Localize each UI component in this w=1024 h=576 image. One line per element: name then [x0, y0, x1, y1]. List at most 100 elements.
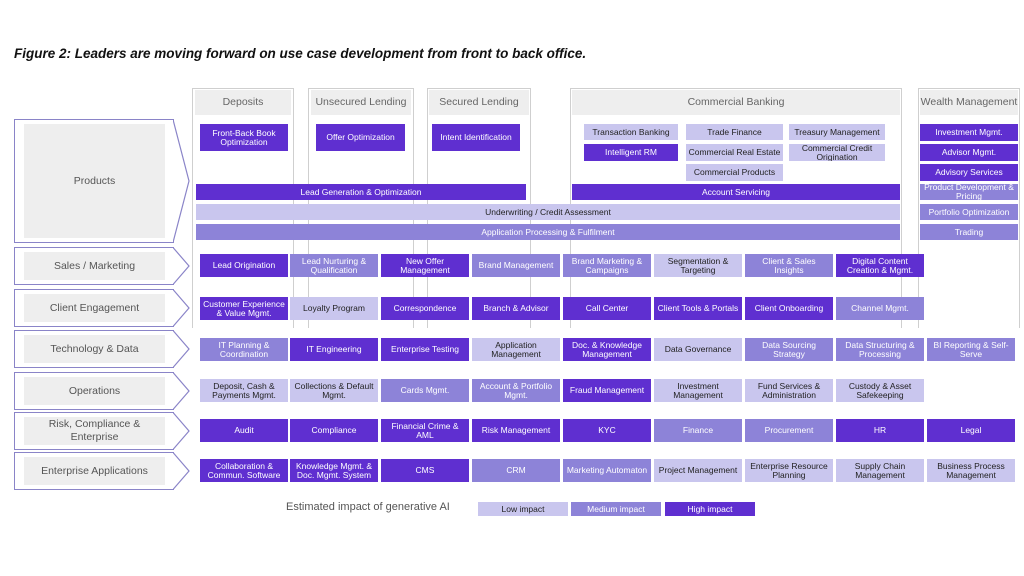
column-header-label: Secured Lending	[439, 96, 519, 109]
legend-item-label: Medium impact	[587, 503, 645, 514]
use-case-data-governance: Data Governance	[654, 338, 742, 361]
use-case-label: Digital Content Creation & Mgmt.	[846, 255, 914, 275]
row-arrow-products	[173, 119, 191, 243]
use-case-business-process-management: Business Process Management	[927, 459, 1015, 482]
row-label-products: Products	[24, 124, 165, 238]
row-arrow-ops	[173, 372, 191, 410]
use-case-label: Treasury Management	[794, 126, 880, 137]
legend-high-impact: High impact	[665, 502, 755, 516]
use-case-kyc: KYC	[563, 419, 651, 442]
use-case-label: Loyalty Program	[303, 303, 365, 314]
use-case-advisor-mgmt: Advisor Mgmt.	[920, 144, 1018, 161]
use-case-account-portfolio-mgmt: Account & Portfolio Mgmt.	[472, 379, 560, 402]
chevron-right-icon	[173, 412, 190, 450]
use-case-treasury-management: Treasury Management	[789, 124, 885, 140]
use-case-financial-crime-aml: Financial Crime & AML	[381, 419, 469, 442]
row-label-ops: Operations	[24, 377, 165, 405]
use-case-compliance: Compliance	[290, 419, 378, 442]
use-case-label: Call Center	[585, 303, 629, 314]
use-case-enterprise-resource-planning: Enterprise Resource Planning	[745, 459, 833, 482]
use-case-commercial-products: Commercial Products	[686, 164, 783, 181]
column-header-commercial: Commercial Banking	[572, 90, 900, 115]
use-case-lead-nurturing-qualification: Lead Nurturing & Qualification	[290, 254, 378, 277]
use-case-label: Intent Identification	[440, 132, 512, 143]
use-case-enterprise-testing: Enterprise Testing	[381, 338, 469, 361]
use-case-brand-marketing-campaigns: Brand Marketing & Campaigns	[563, 254, 651, 277]
use-case-label: Marketing Automaton	[566, 465, 648, 476]
use-case-intelligent-rm: Intelligent RM	[584, 144, 678, 161]
use-case-channel-mgmt: Channel Mgmt.	[836, 297, 924, 320]
column-header-deposits: Deposits	[195, 90, 291, 115]
use-case-label: Risk Management	[481, 425, 551, 436]
use-case-label: Commercial Real Estate	[688, 147, 781, 158]
use-case-label: Brand Management	[478, 260, 554, 271]
use-case-cms: CMS	[381, 459, 469, 482]
use-case-label: Finance	[682, 425, 714, 436]
legend-medium-impact: Medium impact	[571, 502, 661, 516]
use-case-label: Application Management	[491, 339, 541, 359]
use-case-label: Fraud Management	[569, 385, 645, 396]
page-title: Figure 2: Leaders are moving forward on …	[14, 46, 587, 61]
use-case-collaboration-commun-software: Collaboration & Commun. Software	[200, 459, 288, 482]
row-arrow-sales	[173, 247, 191, 285]
use-case-label: Advisory Services	[935, 167, 1003, 178]
use-case-application-management: Application Management	[472, 338, 560, 361]
use-case-label: Knowledge Mgmt. & Doc. Mgmt. System	[295, 460, 373, 480]
use-case-front-back-book-optimization: Front-Back Book Optimization	[200, 124, 288, 151]
use-case-label: Commercial Products	[693, 167, 776, 178]
use-case-label: Procurement	[764, 425, 814, 436]
use-case-lead-generation-optimization: Lead Generation & Optimization	[196, 184, 526, 200]
use-case-supply-chain-management: Supply Chain Management	[836, 459, 924, 482]
chevron-right-icon	[173, 330, 190, 368]
use-case-collections-default-mgmt: Collections & Default Mgmt.	[290, 379, 378, 402]
chevron-right-icon	[173, 452, 190, 490]
legend-item-label: High impact	[687, 503, 733, 514]
use-case-lead-origination: Lead Origination	[200, 254, 288, 277]
use-case-call-center: Call Center	[563, 297, 651, 320]
row-label-text: Client Engagement	[49, 301, 140, 314]
use-case-new-offer-management: New Offer Management	[381, 254, 469, 277]
legend-item-label: Low impact	[501, 503, 545, 514]
use-case-account-servicing: Account Servicing	[572, 184, 900, 200]
use-case-label: Investment Management	[673, 380, 723, 400]
use-case-loyalty-program: Loyalty Program	[290, 297, 378, 320]
use-case-label: Account Servicing	[701, 186, 771, 197]
legend-title: Estimated impact of generative AI	[286, 501, 476, 517]
use-case-label: BI Reporting & Self-Serve	[933, 339, 1009, 359]
use-case-legal: Legal	[927, 419, 1015, 442]
use-case-risk-management: Risk Management	[472, 419, 560, 442]
use-case-crm: CRM	[472, 459, 560, 482]
chevron-right-icon	[173, 372, 190, 410]
use-case-label: CRM	[506, 465, 526, 476]
use-case-label: Enterprise Resource Planning	[750, 460, 828, 480]
use-case-offer-optimization: Offer Optimization	[316, 124, 405, 151]
use-case-label: Lead Generation & Optimization	[300, 186, 422, 197]
row-label-client: Client Engagement	[24, 294, 165, 322]
use-case-client-sales-insights: Client & Sales Insights	[745, 254, 833, 277]
use-case-product-development-pricing: Product Development & Pricing	[920, 184, 1018, 200]
use-case-label: Brand Marketing & Campaigns	[571, 255, 643, 275]
row-arrow-client	[173, 289, 191, 327]
use-case-label: Trade Finance	[707, 126, 762, 137]
use-case-label: Commercial Credit Origination	[801, 144, 873, 161]
use-case-label: HR	[873, 425, 887, 436]
use-case-digital-content-creation-mgmt: Digital Content Creation & Mgmt.	[836, 254, 924, 277]
use-case-hr: HR	[836, 419, 924, 442]
use-case-label: KYC	[598, 425, 616, 436]
use-case-label: Doc. & Knowledge Management	[572, 339, 642, 359]
use-case-custody-asset-safekeeping: Custody & Asset Safekeeping	[836, 379, 924, 402]
use-case-label: Offer Optimization	[326, 132, 395, 143]
row-label-text: Products	[73, 174, 116, 187]
use-case-label: Branch & Advisor	[483, 303, 549, 314]
use-case-trade-finance: Trade Finance	[686, 124, 783, 140]
chevron-right-icon	[173, 247, 190, 285]
row-label-text: Risk, Compliance & Enterprise	[48, 418, 141, 443]
row-label-text: Operations	[68, 384, 121, 397]
use-case-label: Cards Mgmt.	[400, 385, 450, 396]
use-case-label: CMS	[415, 465, 435, 476]
use-case-label: Data Sourcing Strategy	[762, 339, 816, 359]
use-case-data-sourcing-strategy: Data Sourcing Strategy	[745, 338, 833, 361]
use-case-application-processing-fulfilment: Application Processing & Fulfilment	[196, 224, 900, 240]
use-case-label: Underwriting / Credit Assessment	[485, 206, 611, 217]
column-frame-wealth	[918, 88, 1020, 328]
